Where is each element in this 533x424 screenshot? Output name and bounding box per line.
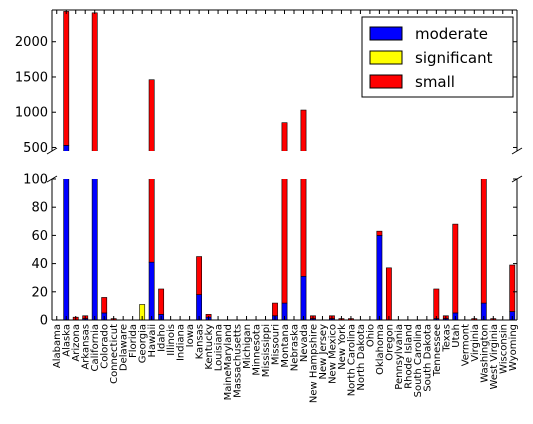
- xtick-label: Hawaii: [147, 324, 158, 358]
- upper-ytick-label: 1500: [15, 70, 48, 85]
- bar-small: [509, 264, 516, 312]
- bar-moderate: [376, 235, 383, 320]
- bar-small: [148, 79, 155, 151]
- legend-label-moderate: moderate: [415, 25, 488, 43]
- xtick-label: Ohio: [365, 324, 376, 347]
- bar-small: [480, 179, 487, 304]
- bar-small: [300, 109, 307, 151]
- lower-panel-bars: [63, 179, 516, 320]
- xtick-label: Washington: [479, 324, 490, 383]
- xtick-label: Nebraska: [289, 324, 300, 371]
- lower-ytick-label: 100: [23, 173, 48, 188]
- xtick-label: Texas: [441, 324, 452, 353]
- bar-small: [91, 12, 98, 151]
- xtick-label: Illinois: [166, 324, 177, 356]
- xtick-label: North Dakota: [356, 324, 367, 391]
- bar-small: [101, 297, 108, 314]
- xtick-label: Mississippi: [261, 324, 272, 377]
- bar-small: [281, 122, 288, 151]
- xtick-label: Idaho: [157, 324, 168, 352]
- xtick-label: New Mexico: [327, 324, 338, 384]
- xtick-label: California: [90, 324, 101, 372]
- bar-small: [433, 288, 440, 319]
- xtick-label: Florida: [128, 324, 139, 358]
- xtick-label: Wisconsin: [498, 324, 509, 374]
- bar-small: [376, 230, 383, 236]
- bar-small: [63, 11, 70, 146]
- bar-small: [148, 179, 155, 263]
- xtick-label: New Jersey: [318, 324, 329, 380]
- legend-label-significant: significant: [415, 49, 493, 67]
- xtick-label: Alaska: [62, 324, 73, 357]
- xtick-label: Oklahoma: [375, 324, 386, 375]
- xtick-label: Wyoming: [508, 324, 519, 371]
- legend-swatch-moderate: [369, 26, 403, 41]
- xtick-label: Rhode Island: [403, 324, 414, 389]
- xtick-label: South Dakota: [422, 324, 433, 392]
- xtick-label: Montana: [280, 324, 291, 368]
- xtick-label: Oregon: [384, 324, 395, 361]
- bar-small: [452, 223, 459, 314]
- bar-moderate: [148, 261, 155, 320]
- xtick-label: North Carolina: [346, 324, 357, 396]
- xtick-label: West Virginia: [489, 324, 500, 389]
- xtick-label: Tennessee: [432, 324, 443, 377]
- xtick-label: Kentucky: [204, 324, 215, 370]
- bar-small: [300, 179, 307, 277]
- axis-break-mark: [511, 147, 523, 155]
- xtick-label: Vermont: [460, 324, 471, 366]
- bar-moderate: [91, 179, 98, 320]
- xtick-label: Minnesota: [252, 324, 263, 376]
- xtick-label: Georgia: [138, 324, 149, 363]
- xtick-label: Arizona: [71, 324, 82, 362]
- bar-small: [385, 267, 392, 320]
- bar-small: [196, 256, 203, 295]
- xtick-label: Louisiana: [214, 324, 225, 371]
- lower-ytick-label: 0: [40, 314, 48, 329]
- xtick-label: Pennsylvania: [394, 324, 405, 390]
- xtick-label: South Carolina: [413, 324, 424, 397]
- legend: moderate significant small: [361, 16, 514, 98]
- lower-ytick-label: 40: [31, 257, 48, 272]
- xtick-label: Kansas: [195, 324, 206, 359]
- bar-moderate: [63, 179, 70, 320]
- upper-ytick-label: 2000: [15, 35, 48, 50]
- xtick-label: Michigan: [242, 324, 253, 369]
- axis-ticks: 500 1000 1500 2000 0 20 40 60 80 100 AlabamaAlaska…: [15, 10, 519, 403]
- upper-ytick-label: 1000: [15, 106, 48, 121]
- xtick-label: MaineMaryland: [223, 324, 234, 400]
- bar-moderate: [300, 275, 307, 320]
- xtick-label: Alabama: [52, 324, 63, 368]
- xtick-label: New Hampshire: [308, 324, 319, 403]
- bar-moderate: [63, 145, 70, 151]
- xtick-label: Massachusetts: [233, 324, 244, 398]
- xtick-label: Indiana: [176, 324, 187, 361]
- xtick-label: Delaware: [119, 324, 130, 371]
- bar-small: [272, 302, 278, 317]
- legend-label-small: small: [415, 73, 455, 91]
- legend-swatch-significant: [369, 50, 403, 65]
- xtick-label: Connecticut: [109, 324, 120, 384]
- xtick-label: Arkansas: [81, 324, 92, 370]
- axis-break-mark: [46, 147, 58, 155]
- bar-small: [281, 179, 288, 304]
- xtick-label: Colorado: [100, 324, 111, 369]
- xtick-label: Missouri: [271, 324, 282, 365]
- upper-panel-bars: [63, 11, 307, 151]
- lower-ytick-label: 20: [31, 285, 48, 300]
- xtick-label: Utah: [451, 324, 462, 348]
- upper-ytick-label: 500: [23, 141, 48, 156]
- legend-swatch-small: [369, 74, 403, 89]
- lower-ytick-label: 60: [31, 229, 48, 244]
- bar-small: [158, 288, 165, 315]
- lower-ytick-label: 80: [31, 201, 48, 216]
- xtick-label: Nevada: [299, 324, 310, 362]
- xtick-label: Iowa: [185, 324, 196, 347]
- xtick-label: New York: [337, 324, 348, 370]
- xtick-label: Virginia: [470, 324, 481, 362]
